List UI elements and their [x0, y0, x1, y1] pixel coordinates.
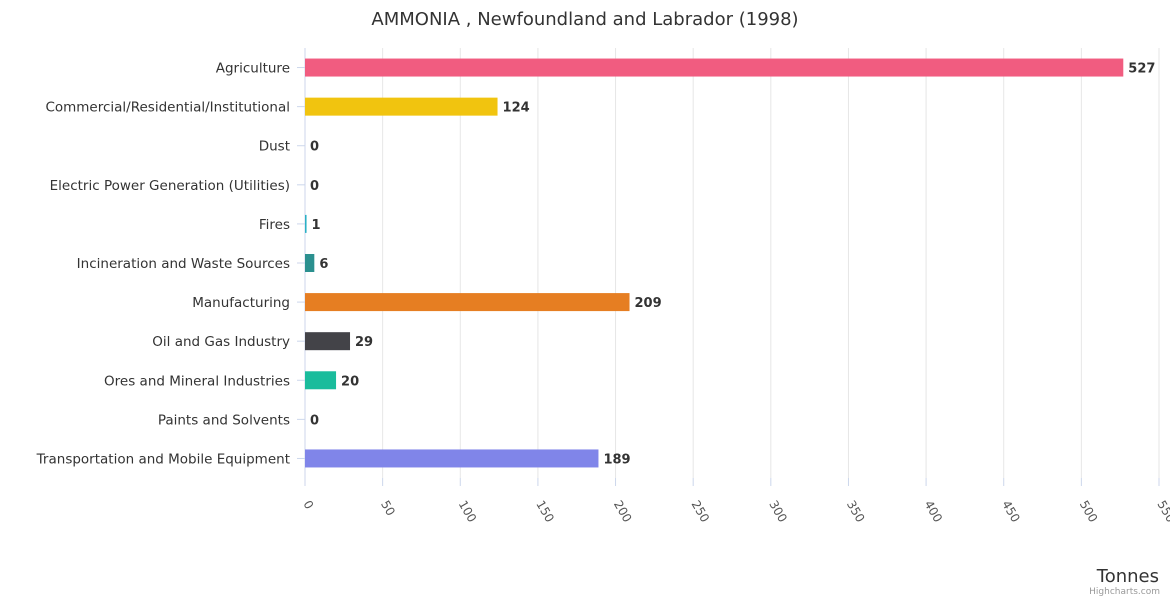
data-label: 0 [310, 179, 319, 194]
category-label: Incineration and Waste Sources [77, 256, 290, 272]
tick-label: 550 [1154, 498, 1170, 525]
data-label: 0 [310, 140, 319, 155]
tick-label: 200 [611, 498, 635, 525]
data-label: 124 [503, 101, 530, 116]
tick-label: 400 [921, 498, 945, 525]
category-label: Transportation and Mobile Equipment [36, 451, 290, 467]
category-label: Dust [259, 139, 290, 155]
data-label: 209 [635, 296, 662, 311]
bar[interactable] [305, 254, 315, 272]
category-label: Manufacturing [192, 295, 290, 311]
category-label: Electric Power Generation (Utilities) [50, 178, 290, 194]
category-label: Fires [259, 217, 290, 233]
data-label: 189 [603, 452, 630, 467]
category-label: Ores and Mineral Industries [104, 373, 290, 389]
bar[interactable] [305, 293, 630, 312]
x-axis-ticks: 0 50 100 150 200 250 300 350 400 450 500 550 [300, 478, 1170, 525]
data-label: 1 [312, 218, 321, 233]
bar[interactable] [305, 449, 599, 468]
bar[interactable] [305, 371, 337, 390]
category-label: Paints and Solvents [158, 412, 290, 428]
tick-label: 100 [456, 498, 480, 525]
credits[interactable]: Highcharts.com [1089, 587, 1160, 597]
tick-label: 50 [378, 498, 398, 518]
tick-label: 300 [766, 498, 790, 525]
bar[interactable] [305, 58, 1124, 77]
data-label: 29 [355, 335, 373, 350]
tick-label: 450 [999, 498, 1023, 525]
tick-label: 350 [844, 498, 868, 525]
data-labels: 527 124 0 0 1 6 209 29 20 0 189 [310, 62, 1155, 468]
tick-label: 250 [689, 498, 713, 525]
tick-label: 0 [300, 498, 316, 512]
bar[interactable] [305, 97, 498, 116]
data-label: 20 [341, 374, 359, 389]
tick-label: 500 [1077, 498, 1101, 525]
chart-title: AMMONIA , Newfoundland and Labrador (199… [371, 9, 798, 30]
bar[interactable] [305, 214, 307, 233]
axis-title: Tonnes [1096, 566, 1159, 587]
category-label: Oil and Gas Industry [152, 334, 290, 350]
bar[interactable] [305, 332, 351, 351]
data-label: 527 [1128, 62, 1155, 77]
tick-label: 150 [533, 498, 557, 525]
data-label: 0 [310, 413, 319, 428]
category-label: Agriculture [216, 61, 290, 77]
category-label: Commercial/Residential/Institutional [45, 100, 290, 116]
category-labels: Agriculture Commercial/Residential/Instit… [36, 61, 305, 467]
bars [305, 58, 1124, 468]
grid-lines [304, 48, 1160, 478]
data-label: 6 [319, 257, 328, 272]
